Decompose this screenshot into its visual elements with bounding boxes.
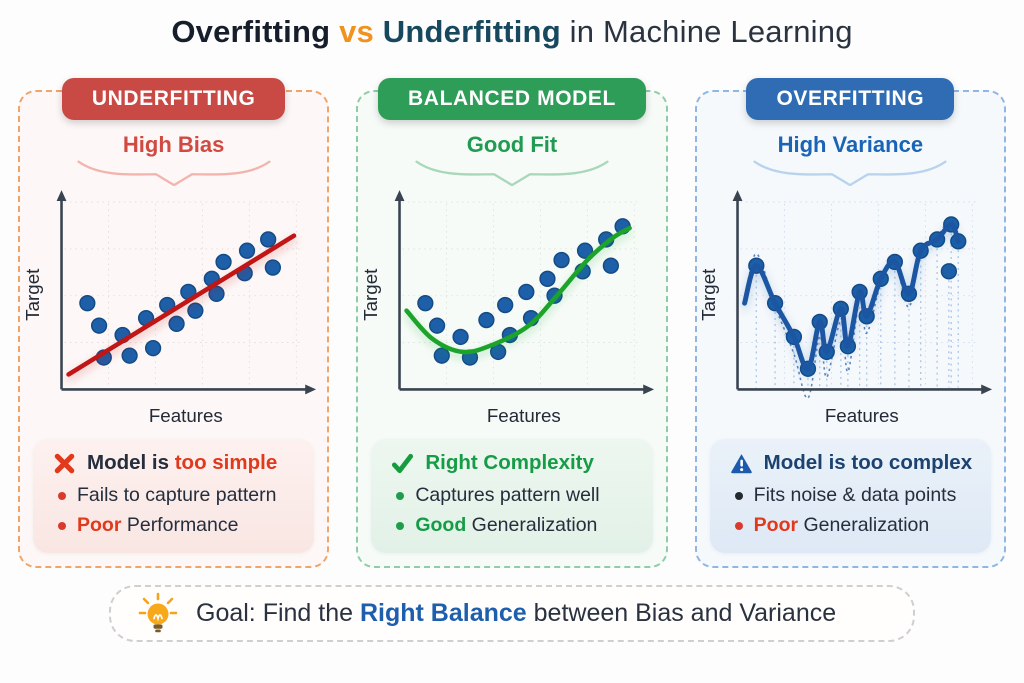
chart-overfitting: Features Target bbox=[702, 190, 993, 426]
bullet-item: Poor Generalization bbox=[724, 510, 977, 540]
svg-text:Features: Features bbox=[825, 405, 899, 426]
check-icon bbox=[392, 453, 414, 473]
bullet-text: Poor Generalization bbox=[753, 514, 930, 536]
svg-text:Target: Target bbox=[26, 268, 43, 321]
card-heading: Model is too complex bbox=[724, 449, 977, 480]
card-heading-text: Right Complexity bbox=[425, 451, 594, 474]
bullet-dot bbox=[734, 521, 743, 530]
subtitle-high-variance: High Variance bbox=[777, 132, 924, 157]
panel-header-balanced-model: BALANCED MODEL bbox=[378, 78, 646, 120]
bullet-dot bbox=[58, 491, 66, 500]
panel-overfitting: OVERFITTING High Variance Features Target… bbox=[694, 78, 1006, 568]
panel-header-underfitting: UNDERFITTING bbox=[61, 78, 286, 120]
card-heading-text: Model is too complex bbox=[763, 451, 973, 474]
warning-icon bbox=[730, 453, 752, 473]
bullet-item: Captures pattern well bbox=[385, 480, 638, 510]
chart-balanced-model: Features Target bbox=[364, 190, 655, 426]
chart-underfitting: Features Target bbox=[26, 190, 316, 426]
goal-banner: Goal: Find the Right Balance between Bia… bbox=[109, 585, 915, 642]
brace-down-icon bbox=[753, 160, 947, 186]
panel-balanced-model: BALANCED MODEL Good Fit Features Target R… bbox=[356, 78, 668, 568]
bullet-text: Poor Performance bbox=[77, 514, 239, 536]
bullet-item: Good Generalization bbox=[385, 510, 638, 540]
bullet-item: Fails to capture pattern bbox=[47, 480, 300, 510]
svg-text:Target: Target bbox=[364, 268, 381, 321]
bullet-item: Fits noise & data points bbox=[724, 480, 977, 510]
brace-down-icon bbox=[415, 160, 609, 186]
bullet-dot bbox=[396, 491, 405, 500]
x-icon bbox=[54, 453, 75, 473]
svg-text:Features: Features bbox=[487, 405, 561, 426]
bullet-text: Fails to capture pattern bbox=[77, 484, 277, 506]
svg-text:Target: Target bbox=[702, 268, 719, 321]
svg-text:Features: Features bbox=[149, 405, 223, 426]
bullet-dot bbox=[396, 521, 405, 530]
summary-card-balanced-model: Right Complexity Captures pattern well G… bbox=[371, 439, 653, 553]
subtitle-good-fit: Good Fit bbox=[466, 132, 558, 157]
card-heading: Right Complexity bbox=[385, 449, 638, 480]
bullet-text: Good Generalization bbox=[415, 514, 598, 536]
subtitle-high-bias: High Bias bbox=[122, 132, 225, 157]
brace-down-icon bbox=[77, 160, 271, 186]
summary-card-overfitting: Model is too complex Fits noise & data p… bbox=[709, 439, 991, 553]
panel-underfitting: UNDERFITTING High Bias Features Target Mo… bbox=[18, 78, 330, 568]
panel-header-overfitting: OVERFITTING bbox=[746, 78, 955, 120]
card-heading: Model is too simple bbox=[47, 449, 300, 480]
page-title-text: Overfitting vs Underfitting in Machine L… bbox=[171, 14, 853, 49]
goal-text: Goal: Find the Right Balance between Bia… bbox=[196, 599, 837, 627]
bullet-dot bbox=[734, 491, 743, 500]
bullet-dot bbox=[58, 521, 66, 530]
panels-row: UNDERFITTING High Bias Features Target Mo… bbox=[18, 78, 1006, 568]
bullet-text: Captures pattern well bbox=[415, 484, 600, 506]
lightbulb-icon bbox=[138, 592, 178, 632]
summary-card-underfitting: Model is too simple Fails to capture pat… bbox=[33, 439, 315, 553]
card-heading-text: Model is too simple bbox=[87, 451, 278, 474]
page-title: Overfitting vs Underfitting in Machine L… bbox=[0, 0, 1024, 51]
bullet-item: Poor Performance bbox=[47, 510, 300, 540]
bullet-text: Fits noise & data points bbox=[753, 484, 957, 506]
